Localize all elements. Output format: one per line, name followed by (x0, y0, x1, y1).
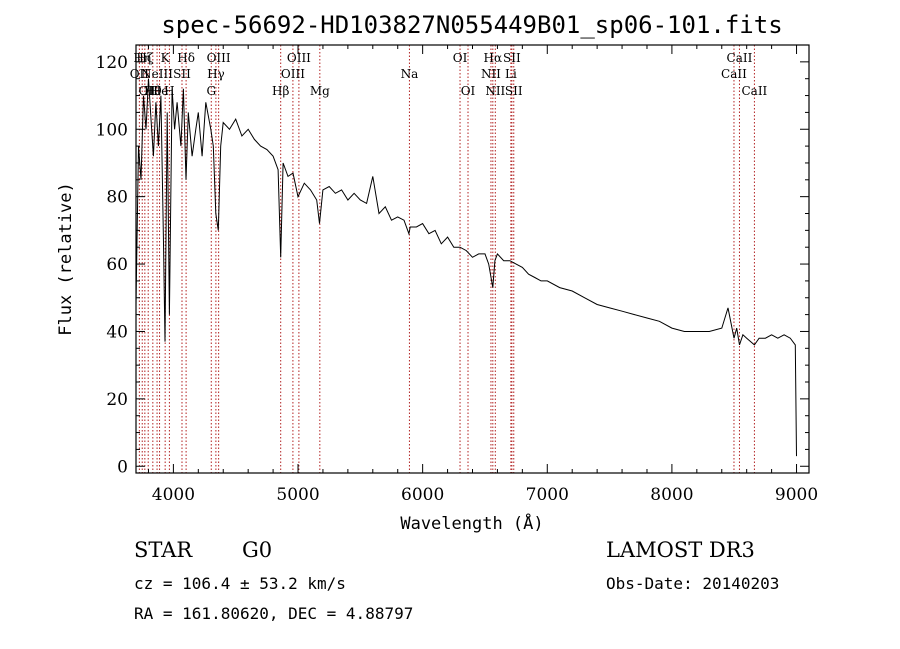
plot-frame (135, 44, 810, 474)
x-tick-label: 5000 (276, 485, 319, 505)
line-marker-label: Hγ (207, 67, 225, 81)
chart-title: spec-56692-HD103827N055449B01_sp06-101.f… (161, 11, 782, 39)
y-axis-label: Flux (relative) (56, 182, 76, 336)
object-class: STAR (134, 538, 193, 562)
y-tick-label: 100 (96, 120, 128, 140)
x-axis-label: Wavelength (Å) (400, 512, 543, 534)
x-tick-label: 4000 (152, 485, 195, 505)
line-marker-label: NII (485, 84, 505, 98)
line-marker-label: G (206, 84, 216, 98)
line-marker-label: NII (481, 67, 501, 81)
line-marker-label: CaII (727, 51, 753, 65)
y-tick-label: 80 (106, 188, 128, 208)
line-marker-label: SII (173, 67, 191, 81)
line-marker-label: Hα (484, 51, 503, 65)
line-marker-label: SII (505, 84, 523, 98)
line-marker-label: Hβ (272, 84, 289, 98)
coordinates: RA = 161.80620, DEC = 4.88797 (134, 604, 414, 623)
line-marker-label: He (151, 84, 169, 98)
y-tick-label: 120 (96, 53, 128, 73)
y-tick-label: 60 (106, 255, 128, 275)
x-tick-label: 8000 (650, 485, 693, 505)
line-marker-label: CaII (741, 84, 767, 98)
line-marker-label: OI (453, 51, 468, 65)
line-marker-label: H (164, 84, 174, 98)
x-tick-label: 6000 (401, 485, 444, 505)
y-tick-label: 0 (117, 457, 128, 477)
line-marker-label: OII (130, 67, 150, 81)
line-marker-label: Na (401, 67, 419, 81)
line-marker-label: OIII (287, 51, 311, 65)
y-tick-label: 40 (106, 322, 128, 342)
line-marker-label: Hζ (136, 51, 153, 65)
line-marker-label: OIII (281, 67, 305, 81)
x-tick-label: 7000 (526, 485, 569, 505)
object-subclass: G0 (242, 538, 273, 562)
survey-name: LAMOST DR3 (606, 538, 755, 562)
line-marker-label: CaII (721, 67, 747, 81)
line-marker-label: K (161, 51, 171, 65)
obs-date: Obs-Date: 20140203 (606, 574, 780, 593)
y-tick-label: 20 (106, 390, 128, 410)
line-marker-label: Hδ (177, 51, 195, 65)
line-marker-label: Mg (310, 84, 330, 98)
spectrum-line (135, 78, 797, 457)
x-tick-label: 9000 (775, 485, 818, 505)
line-marker-label: OI (461, 84, 476, 98)
line-marker-label: SII (503, 51, 521, 65)
line-marker-label: Li (505, 67, 517, 81)
redshift-text: cz = 106.4 ± 53.2 km/s (134, 574, 346, 593)
line-marker-label: OIII (207, 51, 231, 65)
line-marker-label: NeIII (141, 67, 173, 81)
